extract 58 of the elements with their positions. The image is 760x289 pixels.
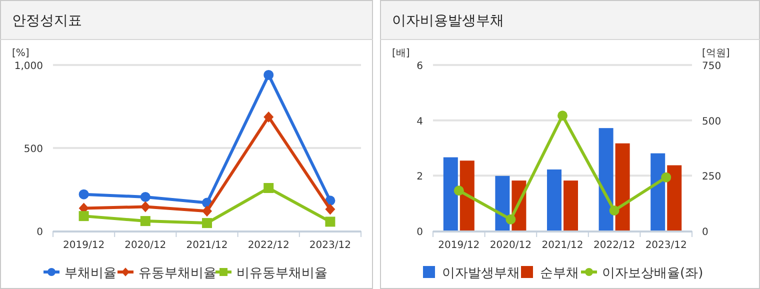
x-tick-label: 2022/12: [594, 240, 636, 251]
y-tick-label: 1,000: [14, 61, 43, 72]
legend-label: 이자발생부채: [442, 266, 520, 281]
y-tick-label: 6: [416, 61, 423, 72]
point: [202, 218, 212, 228]
y-axis-title: [배]: [392, 48, 410, 59]
point: [140, 216, 150, 226]
y2-tick-label: 500: [702, 116, 722, 128]
point: [202, 206, 212, 217]
y-tick-label: 0: [416, 227, 423, 238]
point: [264, 183, 274, 194]
bar: [546, 169, 562, 231]
point: [506, 214, 516, 224]
bar: [495, 176, 510, 231]
chart-title: 이자비용발생부채: [392, 13, 504, 29]
x-tick-label: 2023/12: [309, 240, 351, 251]
legend-label: 비유동부채비율: [236, 266, 328, 281]
y-tick-label: 2: [416, 172, 423, 183]
point: [454, 186, 464, 196]
bar: [460, 160, 474, 231]
point: [78, 189, 89, 200]
point: [264, 70, 274, 80]
chart-title: 안정성지표: [12, 13, 82, 29]
legend-label: 유동부채비율: [138, 266, 216, 281]
legend-label: 부채비율: [64, 266, 116, 281]
bar: [650, 153, 666, 231]
y2-axis-title: [억원]: [702, 48, 730, 59]
point: [661, 172, 672, 182]
point: [325, 204, 336, 215]
bar: [667, 165, 682, 231]
x-tick-label: 2022/12: [248, 240, 290, 251]
x-tick-label: 2019/12: [438, 240, 480, 251]
point: [264, 111, 274, 122]
x-tick-label: 2020/12: [124, 240, 166, 251]
y2-tick-label: 750: [702, 61, 722, 72]
bar: [443, 157, 458, 231]
bar: [615, 143, 630, 231]
point: [140, 201, 150, 212]
legend-label: 이자보상배율(좌): [602, 266, 704, 281]
point: [78, 211, 89, 222]
y2-tick-label: 250: [702, 172, 722, 183]
bar: [564, 180, 578, 231]
point: [325, 216, 336, 227]
y-axis-title: [%]: [12, 48, 30, 59]
x-tick-label: 2023/12: [645, 240, 687, 251]
point: [609, 206, 620, 216]
x-tick-label: 2020/12: [490, 240, 532, 251]
point: [558, 110, 568, 121]
x-tick-label: 2021/12: [542, 240, 584, 251]
y-tick-label: 0: [36, 227, 43, 238]
legend-label: 순부채: [540, 266, 579, 281]
bar: [598, 128, 614, 231]
y-tick-label: 500: [24, 144, 43, 155]
x-tick-label: 2021/12: [186, 240, 228, 251]
y-tick-label: 4: [416, 116, 423, 128]
x-tick-label: 2019/12: [63, 240, 105, 251]
point: [140, 192, 150, 202]
y2-tick-label: 0: [702, 227, 708, 238]
